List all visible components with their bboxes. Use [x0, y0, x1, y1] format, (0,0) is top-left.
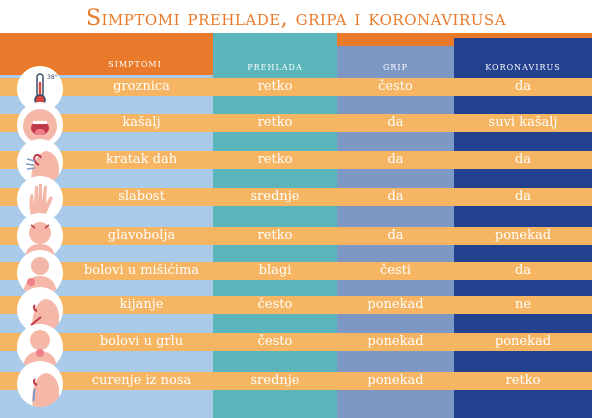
row-stripe [0, 296, 592, 314]
cell-grip: ponekad [367, 373, 424, 388]
cell-koronavirus: da [514, 263, 532, 278]
header-simptomi: simptomi [108, 56, 162, 70]
row-stripe [0, 151, 592, 169]
header-koronavirus: koronavirus [485, 59, 561, 73]
cell-prehlada: blagi [258, 263, 292, 278]
cell-prehlada: često [257, 297, 293, 312]
title-band [0, 0, 592, 33]
svg-text:38°: 38° [47, 74, 58, 81]
symptom-label: slabost [118, 189, 165, 204]
cough-icon [17, 102, 63, 148]
cell-prehlada: često [257, 334, 293, 349]
cell-koronavirus: suvi kašalj [488, 115, 558, 130]
row-stripe [0, 262, 592, 280]
symptom-label: bolovi u mišićima [83, 263, 200, 278]
row-stripe [0, 114, 592, 132]
cell-koronavirus: da [514, 189, 532, 204]
cell-koronavirus: ponekad [494, 228, 552, 243]
cell-koronavirus: retko [505, 373, 541, 388]
cell-grip: ponekad [367, 334, 424, 349]
symptom-label: bolovi u grlu [99, 334, 184, 349]
symptom-label: groznica [113, 79, 170, 94]
shortness-of-breath-icon [17, 139, 63, 185]
cell-koronavirus: ne [514, 297, 532, 312]
row-stripe [0, 372, 592, 390]
cell-koronavirus: ponekad [494, 334, 552, 349]
cell-prehlada: retko [257, 115, 293, 130]
cell-prehlada: retko [257, 79, 293, 94]
header-prehlada: prehlada [247, 59, 303, 73]
symptom-label: curenje iz nosa [91, 373, 192, 388]
runny-nose-icon [17, 361, 63, 407]
headache-icon [17, 213, 63, 259]
cell-koronavirus: da [514, 79, 532, 94]
row-stripe [0, 333, 592, 351]
cell-grip: ponekad [367, 297, 424, 312]
page-title: Simptomi prehlade, gripa i koronavirusa [85, 6, 507, 31]
cell-grip: da [387, 228, 404, 243]
symptom-label: kijanje [119, 297, 164, 312]
row-stripe [0, 227, 592, 245]
cell-grip: da [387, 152, 404, 167]
row-stripe [0, 78, 592, 96]
symptom-label: kratak dah [105, 152, 178, 167]
cell-prehlada: srednje [250, 373, 300, 388]
weakness-hand-icon [17, 176, 63, 222]
cell-prehlada: retko [257, 228, 293, 243]
symptom-label: kašalj [122, 115, 161, 130]
cell-koronavirus: da [514, 152, 532, 167]
cell-prehlada: srednje [250, 189, 300, 204]
symptom-label: glavobolja [107, 228, 176, 243]
header-grip: grip [383, 59, 408, 73]
cell-grip: da [387, 189, 404, 204]
row-stripe [0, 188, 592, 206]
cell-grip: česti [379, 263, 412, 278]
cell-grip: često [378, 79, 413, 94]
column-prehlada-background [213, 33, 337, 418]
cell-prehlada: retko [257, 152, 293, 167]
cell-grip: da [387, 115, 404, 130]
